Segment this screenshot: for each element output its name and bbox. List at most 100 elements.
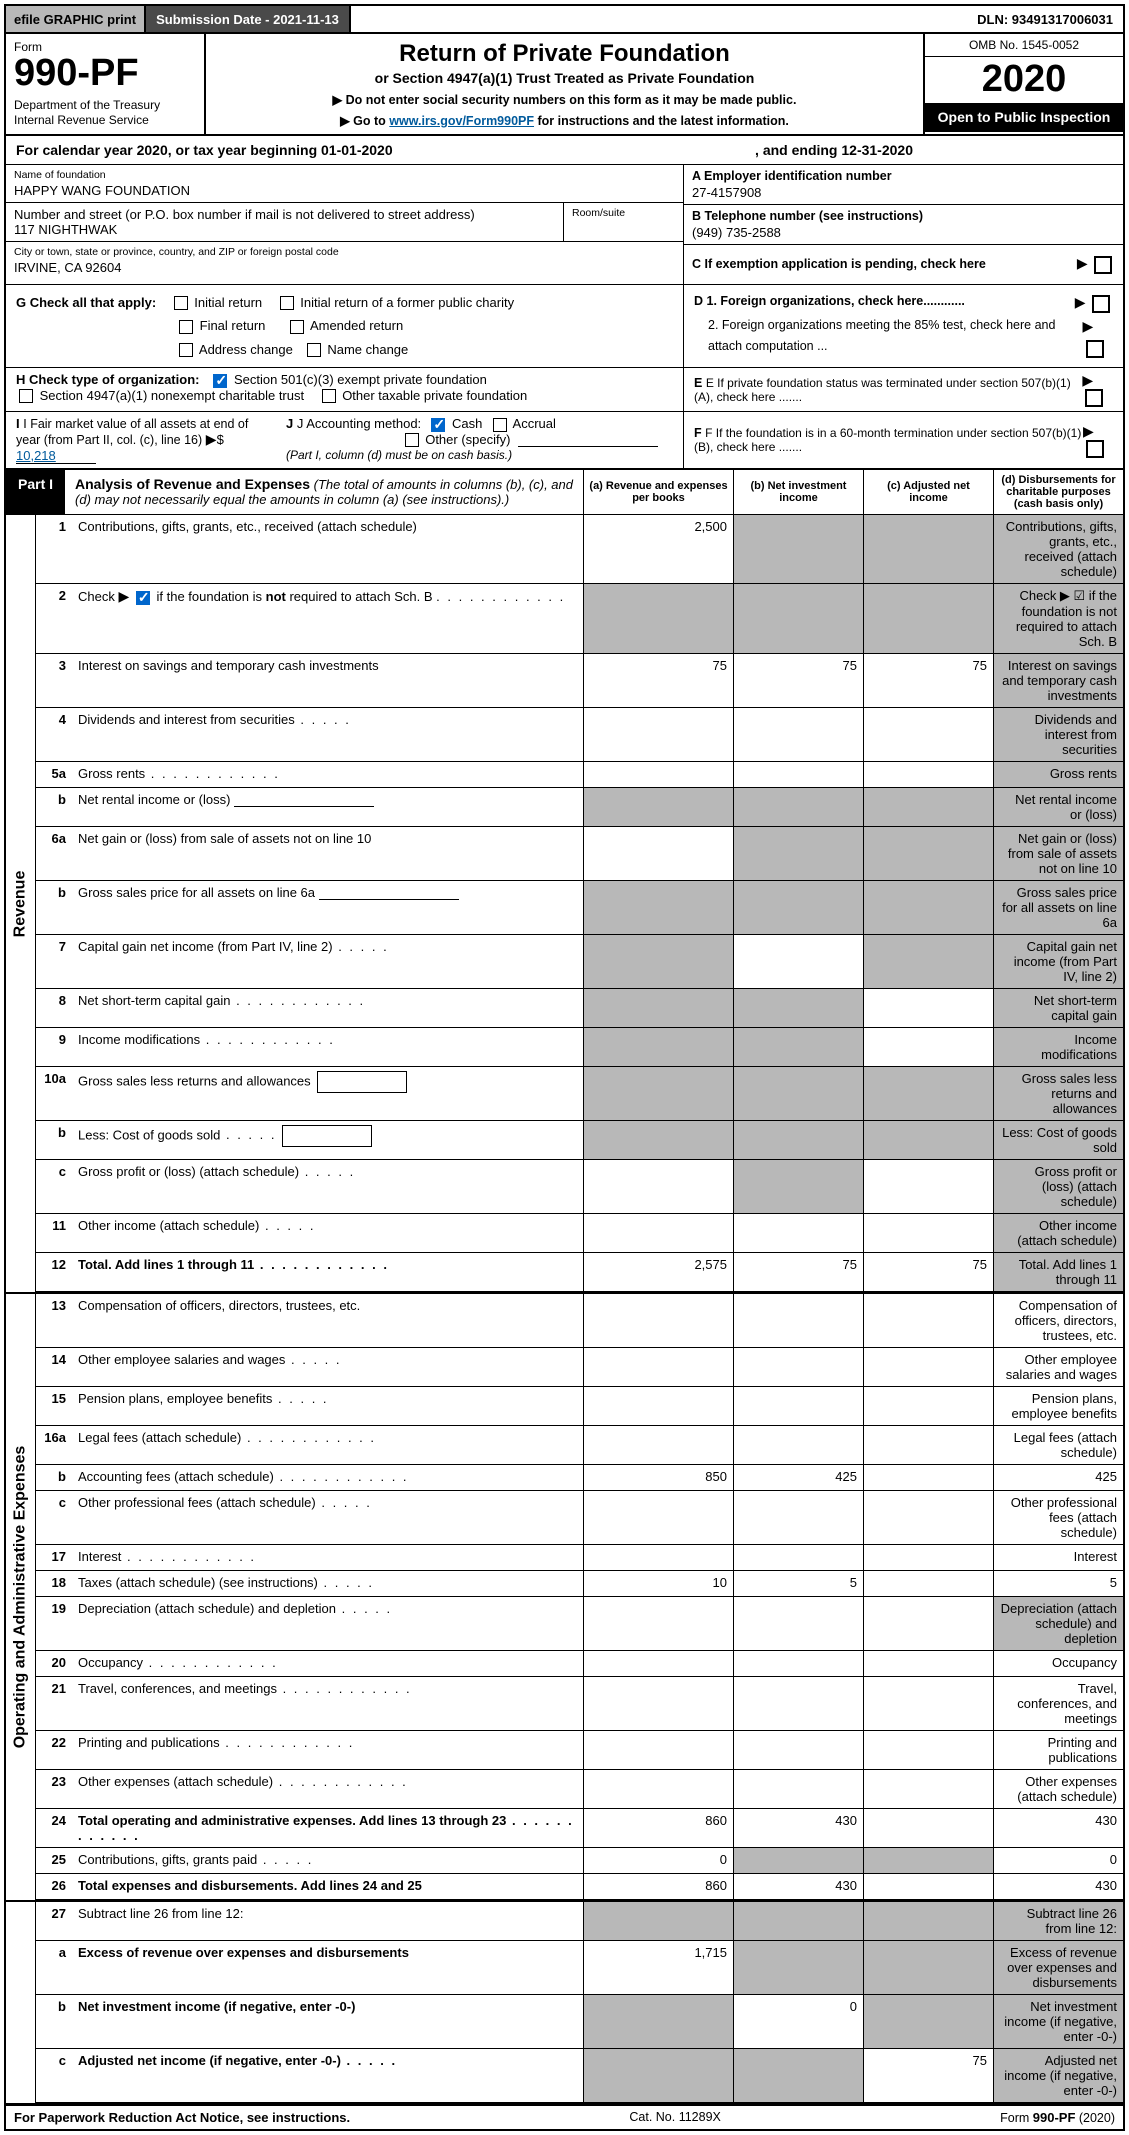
cell-d: Net rental income or (loss) bbox=[993, 788, 1123, 826]
col-d-header: (d) Disbursements for charitable purpose… bbox=[993, 470, 1123, 514]
amended-return-checkbox[interactable] bbox=[290, 320, 304, 334]
table-row: 9Income modificationsIncome modification… bbox=[36, 1028, 1123, 1067]
fmv-value-link[interactable]: 10,218 bbox=[16, 448, 96, 464]
schb-checkbox[interactable] bbox=[136, 591, 150, 605]
cell-d: 5 bbox=[993, 1571, 1123, 1596]
tax-year: 2020 bbox=[925, 57, 1123, 103]
cell-a bbox=[583, 827, 733, 880]
name-change-checkbox[interactable] bbox=[307, 343, 321, 357]
initial-return-public-checkbox[interactable] bbox=[280, 296, 294, 310]
table-row: 26Total expenses and disbursements. Add … bbox=[36, 1874, 1123, 1900]
cell-a: 2,575 bbox=[583, 1253, 733, 1291]
cell-a bbox=[583, 935, 733, 988]
line-description: Travel, conferences, and meetings bbox=[74, 1677, 583, 1730]
cell-d: Dividends and interest from securities bbox=[993, 708, 1123, 761]
line-description: Other professional fees (attach schedule… bbox=[74, 1491, 583, 1544]
line-number: 18 bbox=[36, 1571, 74, 1596]
line-number: 21 bbox=[36, 1677, 74, 1730]
g-label: G Check all that apply: bbox=[16, 295, 156, 310]
open-to-public-badge: Open to Public Inspection bbox=[925, 103, 1123, 132]
exemption-pending-label: C If exemption application is pending, c… bbox=[692, 257, 986, 271]
cell-c bbox=[863, 1465, 993, 1490]
cell-d: Travel, conferences, and meetings bbox=[993, 1677, 1123, 1730]
f-checkbox[interactable] bbox=[1086, 440, 1104, 458]
table-row: bNet investment income (if negative, ent… bbox=[36, 1995, 1123, 2049]
footer-right: Form 990-PF (2020) bbox=[1000, 2110, 1115, 2125]
form-note-1: ▶ Do not enter social security numbers o… bbox=[214, 92, 915, 107]
cell-d: Check ▶ ☑ if the foundation is not requi… bbox=[993, 584, 1123, 653]
accrual-checkbox[interactable] bbox=[493, 418, 507, 432]
other-method-checkbox[interactable] bbox=[405, 433, 419, 447]
cell-a: 860 bbox=[583, 1874, 733, 1899]
line-number: 1 bbox=[36, 515, 74, 583]
cell-c bbox=[863, 1160, 993, 1213]
cell-d: Depreciation (attach schedule) and deple… bbox=[993, 1597, 1123, 1650]
address-change-checkbox[interactable] bbox=[179, 343, 193, 357]
table-row: a Excess of revenue over expenses and dis… bbox=[36, 1941, 1123, 1995]
cell-b bbox=[733, 1426, 863, 1464]
footer: For Paperwork Reduction Act Notice, see … bbox=[6, 2105, 1123, 2129]
cell-c bbox=[863, 1731, 993, 1769]
cell-b bbox=[733, 1214, 863, 1252]
cell-b bbox=[733, 1597, 863, 1650]
cell-d: Excess of revenue over expenses and disb… bbox=[993, 1941, 1123, 1994]
line-number: c bbox=[36, 1160, 74, 1213]
cell-c bbox=[863, 1028, 993, 1066]
d1-checkbox[interactable] bbox=[1092, 295, 1110, 313]
501c3-checkbox[interactable] bbox=[213, 374, 227, 388]
revenue-label: Revenue bbox=[12, 870, 30, 937]
cell-b bbox=[733, 1348, 863, 1386]
other-taxable-checkbox[interactable] bbox=[322, 389, 336, 403]
revenue-section: Revenue 1Contributions, gifts, grants, e… bbox=[6, 515, 1123, 1292]
cell-d: Pension plans, employee benefits bbox=[993, 1387, 1123, 1425]
table-row: 23Other expenses (attach schedule)Other … bbox=[36, 1770, 1123, 1809]
cell-c bbox=[863, 1491, 993, 1544]
cell-d: Occupancy bbox=[993, 1651, 1123, 1676]
form-note-2: ▶ Go to www.irs.gov/Form990PF for instru… bbox=[214, 113, 915, 128]
cell-d: Interest bbox=[993, 1545, 1123, 1570]
line-description: Less: Cost of goods sold bbox=[74, 1121, 583, 1159]
cell-c bbox=[863, 1848, 993, 1873]
line-number: 19 bbox=[36, 1597, 74, 1650]
final-return-checkbox[interactable] bbox=[179, 320, 193, 334]
cell-d: Capital gain net income (from Part IV, l… bbox=[993, 935, 1123, 988]
cell-a bbox=[583, 1677, 733, 1730]
cell-a bbox=[583, 1160, 733, 1213]
cell-a bbox=[583, 2049, 733, 2102]
cell-c bbox=[863, 1770, 993, 1808]
department-label: Department of the Treasury Internal Reve… bbox=[14, 98, 196, 128]
line-description: Gross rents bbox=[74, 762, 583, 787]
4947a1-checkbox[interactable] bbox=[19, 389, 33, 403]
cell-d: Other income (attach schedule) bbox=[993, 1214, 1123, 1252]
line-number: a bbox=[36, 1941, 74, 1994]
efile-print-button[interactable]: efile GRAPHIC print bbox=[6, 6, 146, 32]
dln-number: DLN: 93491317006031 bbox=[967, 6, 1123, 32]
line-number: 6a bbox=[36, 827, 74, 880]
part1-badge: Part I bbox=[6, 470, 65, 514]
cell-d: Gross sales price for all assets on line… bbox=[993, 881, 1123, 934]
d2-checkbox[interactable] bbox=[1086, 340, 1104, 358]
line-description: Gross sales price for all assets on line… bbox=[74, 881, 583, 934]
instructions-link[interactable]: www.irs.gov/Form990PF bbox=[389, 114, 534, 128]
foundation-name-label: Name of foundation bbox=[14, 169, 675, 181]
cell-a bbox=[583, 1028, 733, 1066]
line-number: b bbox=[36, 788, 74, 826]
j-label: J Accounting method: bbox=[297, 416, 421, 431]
line-description: Gross profit or (loss) (attach schedule) bbox=[74, 1160, 583, 1213]
cell-c bbox=[863, 1214, 993, 1252]
table-row: 16aLegal fees (attach schedule)Legal fee… bbox=[36, 1426, 1123, 1465]
cell-b bbox=[733, 1028, 863, 1066]
line-number: 9 bbox=[36, 1028, 74, 1066]
table-row: cGross profit or (loss) (attach schedule… bbox=[36, 1160, 1123, 1214]
room-suite-label: Room/suite bbox=[563, 203, 683, 241]
exemption-pending-checkbox[interactable] bbox=[1094, 256, 1112, 274]
cell-a bbox=[583, 989, 733, 1027]
cell-b bbox=[733, 1677, 863, 1730]
cell-c bbox=[863, 1067, 993, 1120]
ij-row: I I Fair market value of all assets at e… bbox=[6, 412, 1123, 468]
cash-checkbox[interactable] bbox=[431, 418, 445, 432]
e-checkbox[interactable] bbox=[1085, 389, 1103, 407]
cell-b bbox=[733, 1902, 863, 1940]
initial-return-checkbox[interactable] bbox=[174, 296, 188, 310]
form-title: Return of Private Foundation bbox=[214, 40, 915, 68]
